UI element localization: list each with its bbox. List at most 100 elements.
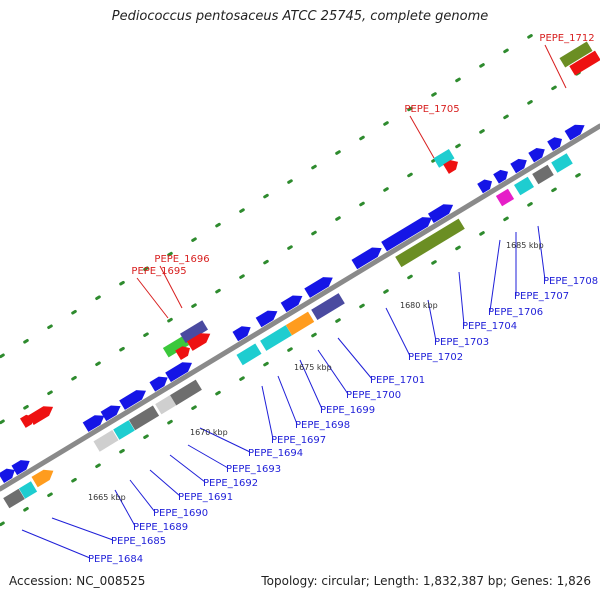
gene-feature[interactable] [119, 390, 146, 410]
gene-feature[interactable] [232, 326, 251, 342]
pepe-1707-feature[interactable] [514, 176, 534, 196]
gene-feature[interactable] [28, 406, 54, 425]
gene-feature[interactable] [510, 158, 527, 174]
pepe-1690-feature[interactable] [113, 420, 135, 440]
pepe-1693-feature[interactable] [155, 394, 177, 415]
scale-label: 1665 kbp [88, 493, 126, 502]
pepe-1702-feature[interactable] [395, 218, 465, 268]
gene-feature[interactable] [255, 310, 278, 328]
leader-line [299, 359, 323, 410]
gene-label[interactable]: PEPE_1692 [203, 478, 258, 489]
gene-label[interactable]: PEPE_1685 [111, 536, 166, 547]
gene-label[interactable]: PEPE_1693 [226, 464, 281, 475]
tick-mark [503, 216, 509, 222]
tick-mark [143, 266, 149, 271]
gene-feature[interactable] [477, 179, 492, 194]
tick-mark [287, 245, 293, 250]
gene-label[interactable]: PEPE_1695 [131, 266, 186, 277]
gene-label[interactable]: PEPE_1704 [462, 321, 517, 332]
gene-feature[interactable] [493, 169, 508, 184]
tick-mark [551, 187, 557, 193]
gene-feature[interactable] [569, 50, 600, 76]
genome-backbone [0, 123, 600, 492]
gene-feature[interactable] [351, 247, 382, 270]
gene-label[interactable]: PEPE_1702 [408, 352, 463, 363]
pepe-1699-feature[interactable] [285, 311, 315, 336]
tick-mark [551, 85, 557, 91]
gene-feature[interactable] [547, 137, 562, 151]
leader-line [337, 337, 373, 380]
tick-mark [527, 100, 533, 105]
tick-mark [311, 230, 317, 236]
gene-label[interactable]: PEPE_1691 [178, 492, 233, 503]
gene-feature[interactable] [381, 217, 432, 252]
pepe-1694-feature[interactable] [170, 379, 202, 406]
gene-label[interactable]: PEPE_1700 [346, 390, 401, 401]
pepe-1700-feature[interactable] [311, 293, 345, 320]
tick-mark [23, 338, 29, 344]
gene-feature[interactable] [559, 41, 593, 68]
scale-label: 1670 kbp [190, 428, 228, 437]
leader-line [385, 307, 411, 357]
gene-label[interactable]: PEPE_1712 [539, 33, 594, 44]
leader-line [51, 517, 114, 541]
gene-feature[interactable] [304, 277, 333, 298]
gene-label[interactable]: PEPE_1701 [370, 375, 425, 386]
gene-label[interactable]: PEPE_1708 [543, 276, 598, 287]
tick-mark [71, 477, 77, 483]
gene-feature[interactable] [433, 149, 455, 168]
gene-feature[interactable] [165, 362, 192, 383]
gene-label[interactable]: PEPE_1703 [434, 337, 489, 348]
pepe-1691-feature[interactable] [128, 405, 160, 431]
gene-feature[interactable] [31, 469, 54, 488]
gene-label[interactable]: PEPE_1696 [154, 254, 209, 265]
gene-feature[interactable] [428, 204, 454, 223]
gene-label[interactable]: PEPE_1706 [488, 307, 543, 318]
gene-label[interactable]: PEPE_1699 [320, 405, 375, 416]
gene-feature[interactable] [443, 160, 458, 174]
gene-label[interactable]: PEPE_1684 [88, 554, 143, 565]
gene-feature[interactable] [564, 124, 585, 141]
gene-feature[interactable] [551, 153, 573, 173]
gene-feature[interactable] [175, 346, 190, 360]
pepe-1708-feature[interactable] [532, 164, 554, 185]
leader-line [187, 444, 229, 469]
gene-feature[interactable] [20, 414, 34, 428]
tick-mark [455, 143, 461, 149]
gene-feature[interactable] [528, 148, 545, 163]
genome-summary-text: Topology: circular; Length: 1,832,387 bp… [261, 574, 591, 588]
tick-mark [143, 332, 149, 337]
gene-label[interactable]: PEPE_1698 [295, 420, 350, 431]
gene-label[interactable]: PEPE_1707 [514, 291, 569, 302]
pepe-1684-feature[interactable] [3, 488, 25, 509]
gene-feature[interactable] [149, 376, 168, 392]
leader-line [136, 277, 169, 319]
pepe-1685-feature[interactable] [18, 481, 38, 499]
pepe-1697-feature[interactable] [236, 343, 262, 366]
gene-label[interactable]: PEPE_1694 [248, 448, 303, 459]
tick-mark [23, 506, 29, 512]
gene-feature[interactable] [180, 320, 208, 344]
gene-label[interactable]: PEPE_1690 [153, 508, 208, 519]
pepe-1706-feature[interactable] [495, 188, 515, 207]
pepe-1689-feature[interactable] [93, 430, 119, 452]
gene-feature[interactable] [11, 460, 30, 476]
gene-label[interactable]: PEPE_1705 [404, 104, 459, 115]
gene-feature[interactable] [82, 415, 105, 432]
tick-mark [455, 77, 461, 83]
gene-label[interactable]: PEPE_1689 [133, 522, 188, 533]
tick-mark [407, 274, 413, 280]
gene-feature[interactable] [280, 295, 303, 313]
gene-label[interactable]: PEPE_1697 [271, 435, 326, 446]
tick-mark [431, 92, 437, 97]
tick-mark [0, 521, 5, 527]
tick-mark [359, 303, 365, 309]
leader-line [427, 299, 437, 342]
gene-feature[interactable] [162, 335, 190, 358]
gene-feature[interactable] [186, 333, 211, 351]
gene-feature[interactable] [0, 468, 15, 483]
gene-feature[interactable] [100, 405, 121, 422]
pepe-1698-feature[interactable] [260, 325, 292, 351]
tick-mark [47, 390, 53, 396]
